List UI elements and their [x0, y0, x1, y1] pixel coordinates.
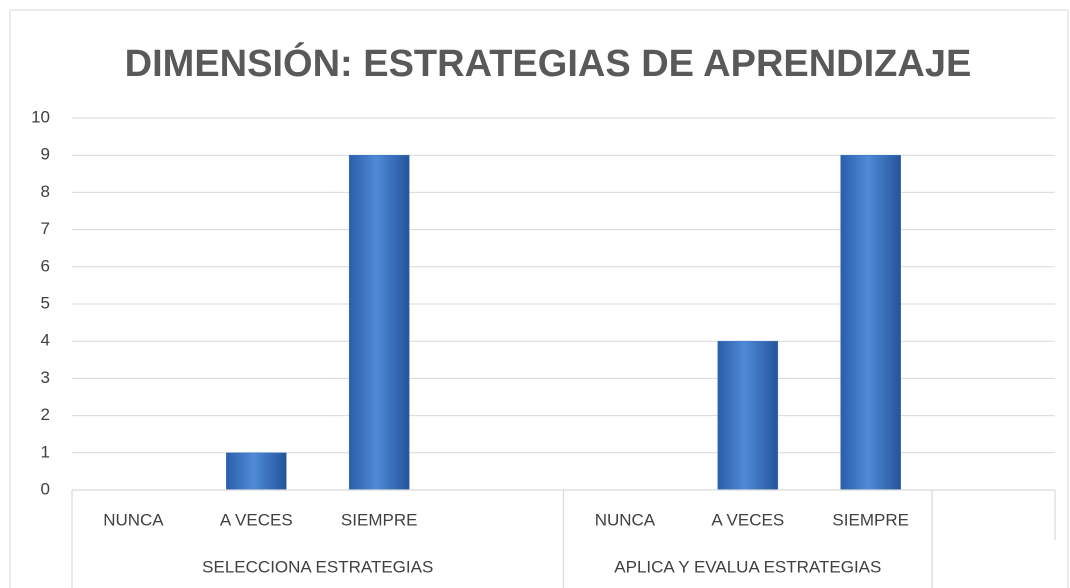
x-tick-label: NUNCA	[103, 510, 164, 529]
y-tick-label: 1	[41, 442, 50, 461]
x-tick-label: SIEMPRE	[341, 510, 418, 529]
group-label: SELECCIONA ESTRATEGIAS	[202, 557, 433, 576]
bar	[717, 340, 779, 491]
y-tick-label: 8	[41, 182, 50, 201]
y-tick-label: 4	[41, 331, 50, 350]
y-tick-label: 6	[41, 256, 50, 275]
y-tick-label: 5	[41, 293, 50, 312]
chart-title: DIMENSIÓN: ESTRATEGIAS DE APRENDIZAJE	[125, 41, 972, 85]
x-tick-label: A VECES	[711, 510, 784, 529]
x-tick-label: NUNCA	[595, 510, 656, 529]
bar	[840, 154, 901, 491]
y-tick-label: 7	[41, 219, 50, 238]
y-tick-label: 2	[41, 405, 50, 424]
y-tick-label: 9	[41, 145, 50, 164]
x-tick-label: SIEMPRE	[832, 510, 909, 529]
chart-frame	[9, 9, 1069, 588]
bar	[348, 154, 410, 491]
y-tick-label: 10	[31, 107, 50, 126]
x-tick-label: A VECES	[220, 510, 293, 529]
group-label: APLICA Y EVALUA ESTRATEGIAS	[614, 557, 881, 576]
y-tick-label: 0	[41, 479, 50, 498]
y-tick-label: 3	[41, 368, 50, 387]
bar	[226, 452, 287, 491]
